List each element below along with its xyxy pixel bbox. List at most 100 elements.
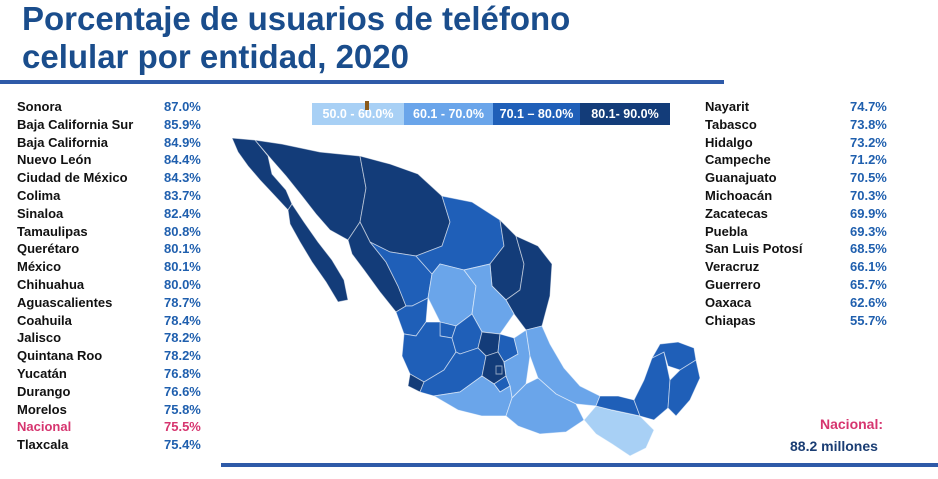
state-name: Campeche xyxy=(705,152,771,168)
state-value: 84.3% xyxy=(164,170,201,186)
state-row-yucatan: Yucatán 76.8% xyxy=(17,365,217,383)
state-value: 80.1% xyxy=(164,259,201,275)
state-row-nayarit: Nayarit 74.7% xyxy=(705,98,905,116)
title-line-2: celular por entidad, 2020 xyxy=(22,38,409,75)
state-row-guerrero: Guerrero 65.7% xyxy=(705,276,905,294)
state-row-nuevo-leon: Nuevo León 84.4% xyxy=(17,151,217,169)
state-list-left: Sonora 87.0% Baja California Sur 85.9% Baja … xyxy=(17,98,217,454)
state-row-ciudad-de-mexico: Ciudad de México 84.3% xyxy=(17,169,217,187)
legend-item-4: 80.1- 90.0% xyxy=(580,103,670,125)
mexico-map xyxy=(231,137,700,457)
state-name: Tlaxcala xyxy=(17,437,69,453)
state-row-quintana-roo: Quintana Roo 78.2% xyxy=(17,347,217,365)
state-row-coahuila: Coahuila 78.4% xyxy=(17,312,217,330)
state-value: 73.2% xyxy=(850,134,887,150)
title-line-1: Porcentaje de usuarios de teléfono xyxy=(22,0,571,37)
state-name: Querétaro xyxy=(17,241,80,257)
state-row-nacional: Nacional 75.5% xyxy=(17,418,217,436)
legend-item-1: 50.0 - 60.0% xyxy=(312,103,404,125)
state-value: 80.8% xyxy=(164,223,201,239)
state-row-baja-california-sur: Baja California Sur 85.9% xyxy=(17,116,217,134)
state-value: 68.5% xyxy=(850,241,887,257)
state-name: Veracruz xyxy=(705,259,760,275)
state-row-aguascalientes: Aguascalientes 78.7% xyxy=(17,294,217,312)
state-name: Chiapas xyxy=(705,312,756,328)
state-row-queretaro: Querétaro 80.1% xyxy=(17,240,217,258)
state-value: 70.3% xyxy=(850,187,887,203)
state-value: 75.8% xyxy=(164,401,201,417)
state-name: Michoacán xyxy=(705,187,773,203)
state-row-zacatecas: Zacatecas 69.9% xyxy=(705,205,905,223)
state-value: 71.2% xyxy=(850,152,887,168)
state-row-guanajuato: Guanajuato 70.5% xyxy=(705,169,905,187)
state-name: San Luis Potosí xyxy=(705,241,803,257)
state-name: Sonora xyxy=(17,99,62,114)
state-name: Jalisco xyxy=(17,330,62,346)
state-row-tamaulipas: Tamaulipas 80.8% xyxy=(17,223,217,241)
state-row-durango: Durango 76.6% xyxy=(17,383,217,401)
state-row-mexico: México 80.1% xyxy=(17,258,217,276)
state-value: 66.1% xyxy=(850,259,887,275)
state-value: 62.6% xyxy=(850,294,887,310)
state-guerrero xyxy=(432,375,513,417)
state-row-chiapas: Chiapas 55.7% xyxy=(705,312,905,330)
state-value: 80.1% xyxy=(164,241,201,257)
state-value: 69.9% xyxy=(850,205,887,221)
state-row-jalisco: Jalisco 78.2% xyxy=(17,329,217,347)
state-name: Guanajuato xyxy=(705,170,777,186)
page-title: Porcentaje de usuarios de teléfono celul… xyxy=(22,0,842,76)
state-chihuahua xyxy=(359,155,451,257)
top-divider xyxy=(0,80,724,84)
state-list-right: Nayarit 74.7% Tabasco 73.8% Hidalgo 73.2% Camp… xyxy=(705,98,905,329)
legend-marker xyxy=(365,101,369,110)
state-value: 55.7% xyxy=(850,312,887,328)
state-value: 78.7% xyxy=(164,294,201,310)
state-value: 78.2% xyxy=(164,330,201,346)
nacional-users-value: 88.2 millones xyxy=(790,438,878,454)
state-name: Nacional xyxy=(17,419,72,435)
state-name: Ciudad de México xyxy=(17,170,128,186)
state-name: Tamaulipas xyxy=(17,223,88,239)
state-row-veracruz: Veracruz 66.1% xyxy=(705,258,905,276)
state-name: Morelos xyxy=(17,401,67,417)
state-row-tabasco: Tabasco 73.8% xyxy=(705,116,905,134)
state-name: Baja California xyxy=(17,134,109,150)
legend-item-2: 60.1 - 70.0% xyxy=(404,103,493,125)
state-name: Guerrero xyxy=(705,276,761,292)
state-quintana-roo xyxy=(667,359,700,417)
nacional-label: Nacional: xyxy=(820,416,884,432)
state-row-sinaloa: Sinaloa 82.4% xyxy=(17,205,217,223)
state-row-sonora: Sonora 87.0% xyxy=(17,98,217,116)
state-value: 84.9% xyxy=(164,134,201,150)
state-name: Zacatecas xyxy=(705,205,768,221)
state-value: 76.6% xyxy=(164,383,201,399)
state-name: Durango xyxy=(17,383,71,399)
state-value: 73.8% xyxy=(850,116,887,132)
legend-item-3: 70.1 – 80.0% xyxy=(493,103,580,125)
state-name: Nayarit xyxy=(705,99,750,114)
state-name: Baja California Sur xyxy=(17,116,134,132)
state-name: Coahuila xyxy=(17,312,72,328)
state-row-hidalgo: Hidalgo 73.2% xyxy=(705,134,905,152)
state-row-baja-california: Baja California 84.9% xyxy=(17,134,217,152)
state-row-morelos: Morelos 75.8% xyxy=(17,401,217,419)
state-row-colima: Colima 83.7% xyxy=(17,187,217,205)
state-row-oaxaca: Oaxaca 62.6% xyxy=(705,294,905,312)
state-san-luis-potosi xyxy=(463,263,515,335)
state-row-chihuahua: Chihuahua 80.0% xyxy=(17,276,217,294)
state-row-puebla: Puebla 69.3% xyxy=(705,223,905,241)
state-value: 83.7% xyxy=(164,187,201,203)
state-value: 84.4% xyxy=(164,152,201,168)
state-value: 69.3% xyxy=(850,223,887,239)
state-name: Nuevo León xyxy=(17,152,92,168)
state-name: Sinaloa xyxy=(17,205,64,221)
state-row-campeche: Campeche 71.2% xyxy=(705,151,905,169)
state-value: 75.5% xyxy=(164,419,201,435)
state-name: Puebla xyxy=(705,223,748,239)
state-value: 78.2% xyxy=(164,348,201,364)
state-row-tlaxcala: Tlaxcala 75.4% xyxy=(17,436,217,454)
state-value: 78.4% xyxy=(164,312,201,328)
state-baja-california-sur xyxy=(287,203,349,303)
state-name: Oaxaca xyxy=(705,294,752,310)
state-name: Quintana Roo xyxy=(17,348,103,364)
